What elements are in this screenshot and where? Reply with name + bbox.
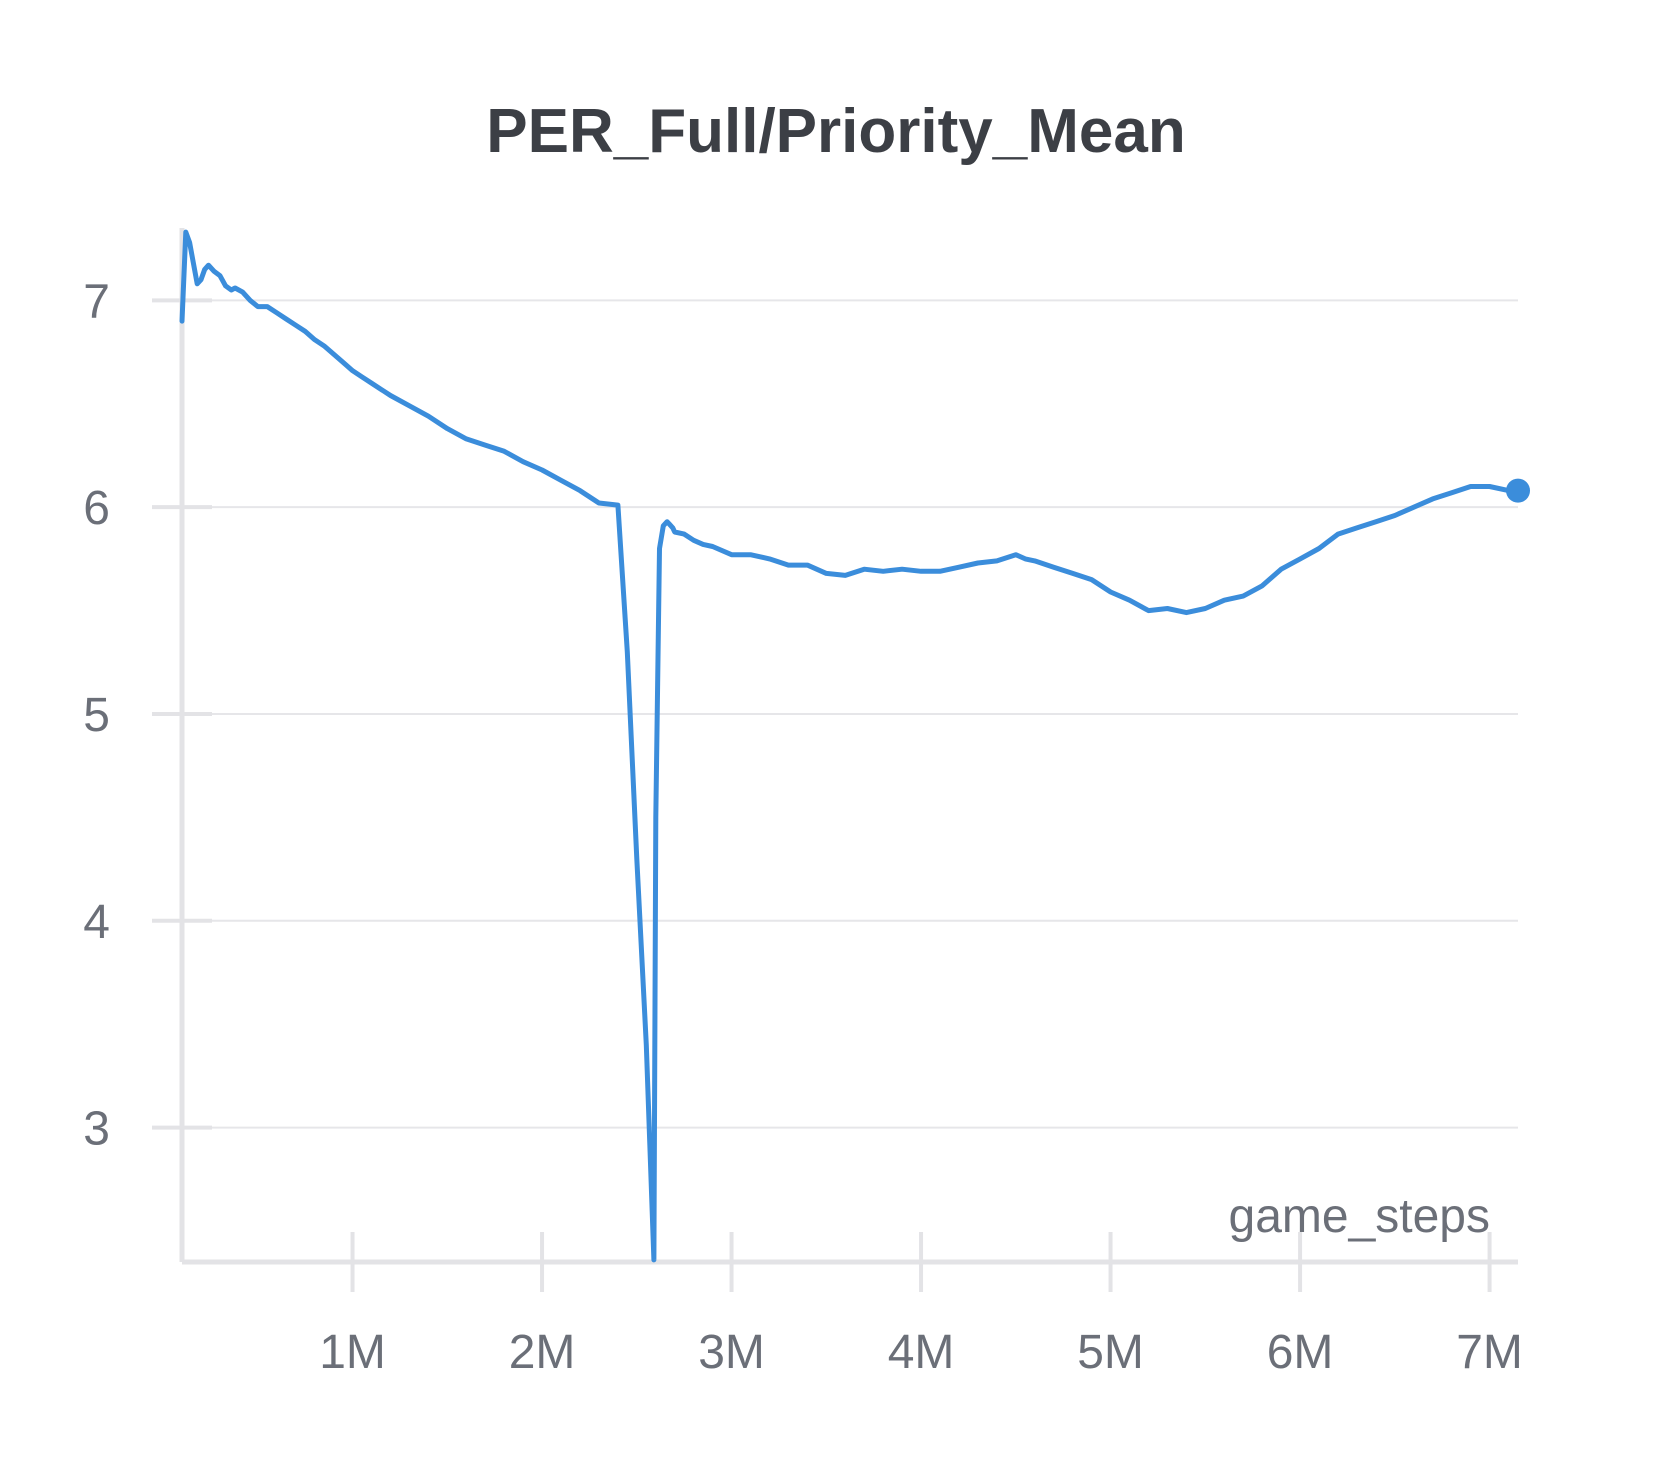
x-axis-ticks: 1M 2M 3M 4M 5M 6M 7M [319, 1232, 1523, 1379]
x-tick-label: 6M [1267, 1326, 1334, 1379]
x-tick-label: 1M [319, 1326, 386, 1379]
x-tick-label: 2M [509, 1326, 576, 1379]
y-tick-label: 7 [83, 275, 110, 328]
y-tick-label: 3 [83, 1103, 110, 1156]
y-tick-label: 4 [83, 896, 110, 949]
last-point-marker [1506, 478, 1530, 503]
gridlines [182, 299, 1518, 1129]
x-tick-label: 7M [1456, 1326, 1523, 1379]
x-axis-label: game_steps [1229, 1190, 1491, 1243]
y-axis-ticks: 3 4 5 6 7 [83, 275, 212, 1156]
x-tick-label: 3M [698, 1326, 765, 1379]
series-line [179, 229, 1521, 1263]
y-tick-label: 5 [83, 689, 110, 742]
y-tick-label: 6 [83, 482, 110, 535]
x-tick-label: 4M [888, 1326, 955, 1379]
x-tick-label: 5M [1077, 1326, 1144, 1379]
series-group [179, 229, 1530, 1263]
chart-title: PER_Full/Priority_Mean [486, 97, 1185, 166]
